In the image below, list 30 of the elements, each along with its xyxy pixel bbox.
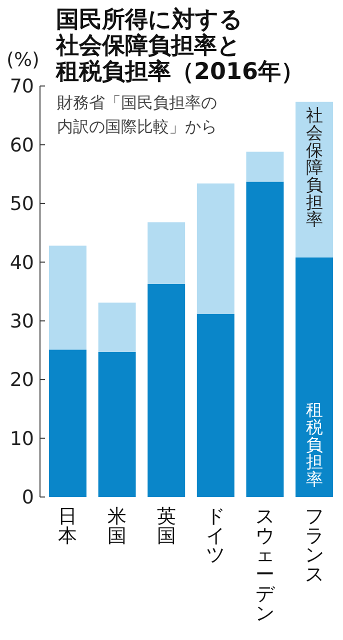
x-tick-label: フランス [304,505,324,586]
x-tick-label: ドイツ [206,505,226,566]
x-tick-label: 英国 [156,505,176,547]
bar [48,350,86,497]
bar [48,246,86,350]
y-tick-label: 10 [10,428,34,450]
bar [148,284,186,497]
bar [246,182,284,497]
bar [296,257,334,497]
bar [98,302,136,352]
bar [98,352,136,497]
y-tick-label: 20 [10,369,34,392]
y-tick-label: 40 [10,252,34,274]
y-axis-title: (%) [6,49,40,71]
bar [196,183,234,314]
annotation: 財務省「国民負担率の内訳の国際比較」から [57,93,217,136]
bar [196,314,234,497]
y-tick-label: 30 [10,310,34,333]
bar [148,222,186,284]
y-tick-label: 70 [10,76,34,98]
series-label: 租税負担率 [306,400,323,490]
y-tick-label: 60 [10,134,34,156]
x-tick-label: 日本 [58,505,78,547]
y-tick-label: 50 [10,193,34,216]
chart-title: 国民所得に対する社会保障負担率と租税負担率（2016年） [55,6,304,85]
y-tick-label: 0 [22,486,34,509]
x-tick-label: 米国 [108,505,127,547]
bar [246,152,284,182]
series-label: 社会保障負担率 [306,106,323,230]
x-tick-label: スウェーデン [255,505,276,624]
